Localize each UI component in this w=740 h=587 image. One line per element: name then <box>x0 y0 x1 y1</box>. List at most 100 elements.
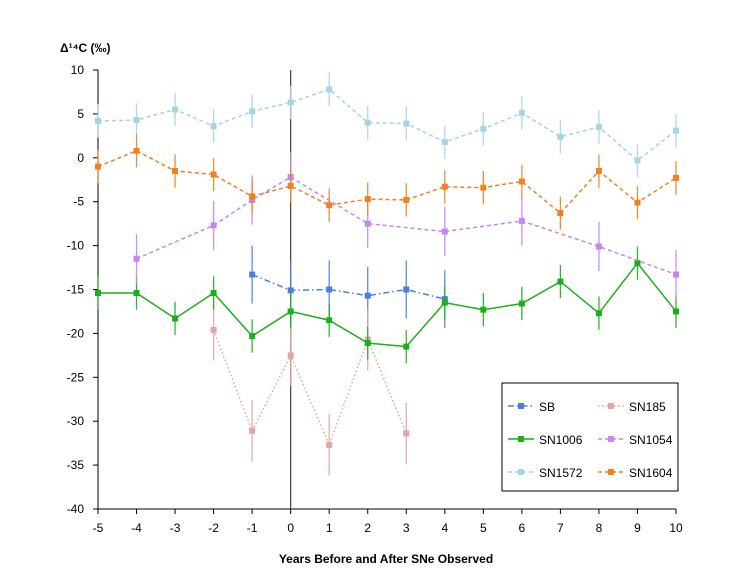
data-point-sn1006 <box>557 278 564 285</box>
data-point-sn1604 <box>557 210 564 217</box>
data-point-sn1006 <box>172 315 179 322</box>
x-tick-label: -1 <box>247 521 258 535</box>
y-tick-label: -15 <box>67 283 85 297</box>
data-point-sn1572 <box>557 133 564 140</box>
x-tick-label: 10 <box>669 521 683 535</box>
y-tick-label: 10 <box>71 63 85 77</box>
series-line-sn1572 <box>97 88 677 162</box>
data-point-sn1572 <box>403 120 410 127</box>
data-point-sn1604 <box>326 202 333 209</box>
series-line-sn1054 <box>136 176 677 276</box>
series-sb <box>249 245 448 329</box>
legend-label-sn1604: SN1604 <box>629 466 673 480</box>
x-tick-label: 9 <box>634 521 641 535</box>
data-point-sn1572 <box>673 127 679 134</box>
series-sn1572 <box>95 72 679 178</box>
data-point-sn185 <box>249 427 256 434</box>
x-axis-title: Years Before and After SNe Observed <box>279 552 493 566</box>
data-point-sn1572 <box>595 124 602 131</box>
data-point-sn1572 <box>634 157 641 164</box>
legend-label-sn185: SN185 <box>629 400 666 414</box>
y-tick-label: -35 <box>67 458 85 472</box>
data-point-sn1006 <box>634 260 641 267</box>
x-tick-label: 4 <box>441 521 448 535</box>
data-point-sn1604 <box>518 178 525 185</box>
data-point-sn1006 <box>480 306 487 313</box>
data-point-sn1006 <box>364 340 371 347</box>
x-tick-label: -4 <box>131 521 142 535</box>
legend-swatch-marker-sn185 <box>608 403 614 409</box>
legend: SB SN185 SN1006 SN1054 SN1572 SN1604 <box>501 382 679 492</box>
x-tick-label: 1 <box>326 521 333 535</box>
data-point-sn1572 <box>249 108 256 115</box>
data-point-sn1572 <box>441 138 448 145</box>
data-point-sn1006 <box>287 308 294 315</box>
y-tick-label: -20 <box>67 326 85 340</box>
data-point-sn1054 <box>673 271 679 278</box>
data-point-sn1054 <box>133 255 140 262</box>
series-sn1604 <box>95 134 679 230</box>
data-point-sn1572 <box>326 86 333 93</box>
data-point-sn1604 <box>133 147 140 154</box>
data-point-sn1006 <box>673 308 679 315</box>
data-point-sn1604 <box>441 183 448 190</box>
data-point-sn185 <box>403 430 410 437</box>
data-point-sn1604 <box>287 182 294 189</box>
data-point-sn1006 <box>210 290 217 297</box>
data-point-sn1054 <box>210 222 217 229</box>
x-tick-label: -2 <box>208 521 219 535</box>
data-point-sn185 <box>326 441 333 448</box>
series-sn1006 <box>95 246 679 364</box>
data-point-sn1006 <box>95 290 101 297</box>
data-point-sn1054 <box>595 243 602 250</box>
y-tick-label: 0 <box>77 151 84 165</box>
data-point-sn1572 <box>287 99 294 106</box>
x-tick-label: 5 <box>480 521 487 535</box>
data-point-sn1604 <box>634 199 641 206</box>
series-sn185 <box>210 299 410 476</box>
legend-label-sn1572: SN1572 <box>539 466 583 480</box>
x-tick-label: -5 <box>93 521 104 535</box>
data-point-sn1006 <box>326 317 333 324</box>
y-tick-label: -25 <box>67 370 85 384</box>
x-tick-label: 7 <box>557 521 564 535</box>
legend-swatch-marker-sn1006 <box>518 436 524 442</box>
data-point-sn1572 <box>518 110 525 117</box>
y-tick-label: -10 <box>67 239 85 253</box>
data-point-sb <box>326 286 333 293</box>
x-tick-label: 2 <box>364 521 371 535</box>
data-point-sn1054 <box>441 228 448 235</box>
legend-label-sn1054: SN1054 <box>629 433 673 447</box>
series-line-sn185 <box>212 329 407 447</box>
series-line-sn1604 <box>97 149 677 215</box>
data-point-sb <box>249 271 256 278</box>
data-point-sn1604 <box>480 184 487 191</box>
data-point-sn1572 <box>364 119 371 126</box>
data-point-sn1572 <box>480 125 487 132</box>
data-point-sn1006 <box>403 343 410 350</box>
legend-swatch-marker-sb <box>518 403 524 409</box>
data-point-sb <box>364 292 371 299</box>
legend-swatch-marker-sn1572 <box>518 469 524 475</box>
series-line-sb <box>251 273 445 300</box>
data-point-sn1006 <box>595 310 602 317</box>
data-point-sn1054 <box>518 218 525 225</box>
x-tick-label: 0 <box>287 521 294 535</box>
data-point-sb <box>287 287 294 294</box>
legend-swatch-marker-sn1604 <box>608 469 614 475</box>
y-tick-label: 5 <box>77 107 84 121</box>
series-line-sn1006 <box>98 261 677 348</box>
legend-label-sn1006: SN1006 <box>539 433 583 447</box>
y-axis-title: Δ¹⁴C (‰) <box>60 41 111 55</box>
data-point-sn1604 <box>673 174 679 181</box>
y-tick-label: -40 <box>67 502 85 516</box>
x-tick-label: 6 <box>519 521 526 535</box>
x-tick-label: -3 <box>170 521 181 535</box>
legend-label-sb: SB <box>539 400 555 414</box>
data-point-sn1006 <box>441 299 448 306</box>
data-point-sn1054 <box>364 220 371 227</box>
data-point-sn1572 <box>133 117 140 124</box>
